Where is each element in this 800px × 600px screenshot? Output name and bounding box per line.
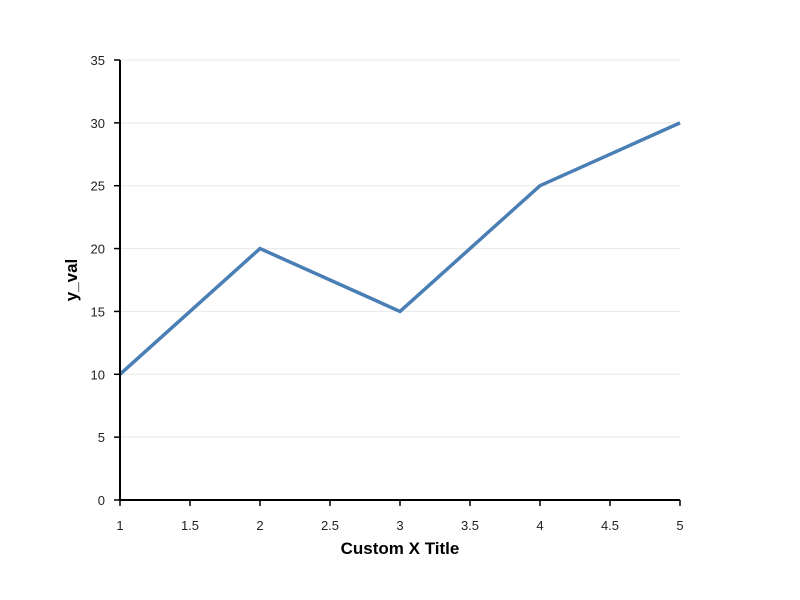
x-axis-ticks: 1 1.5 2 2.5 3 3.5 4 4.5 5 [116, 500, 684, 533]
y-tick-label: 35 [91, 53, 105, 68]
series-layer [118, 121, 681, 376]
y-tick-label: 25 [91, 179, 105, 194]
y-tick-label: 10 [91, 367, 105, 382]
y-axis-title: y_val [62, 259, 81, 302]
y-tick-label: 30 [91, 116, 105, 131]
x-tick-label: 1 [116, 518, 123, 533]
y-axis-ticks: 0 5 10 15 20 25 30 35 [91, 53, 120, 508]
x-tick-label: 3.5 [461, 518, 479, 533]
x-tick-label: 5 [676, 518, 683, 533]
x-tick-label: 2 [256, 518, 263, 533]
y-tick-label: 0 [98, 493, 105, 508]
y-tick-label: 15 [91, 304, 105, 319]
x-tick-label: 2.5 [321, 518, 339, 533]
x-tick-label: 3 [396, 518, 403, 533]
y-tick-label: 20 [91, 242, 105, 257]
axes [119, 60, 680, 501]
x-axis-title: Custom X Title [341, 539, 460, 558]
x-tick-label: 4.5 [601, 518, 619, 533]
grid-lines [120, 59, 680, 438]
y-tick-label: 5 [98, 430, 105, 445]
series-line [118, 121, 681, 376]
x-tick-label: 1.5 [181, 518, 199, 533]
x-tick-label: 4 [536, 518, 543, 533]
